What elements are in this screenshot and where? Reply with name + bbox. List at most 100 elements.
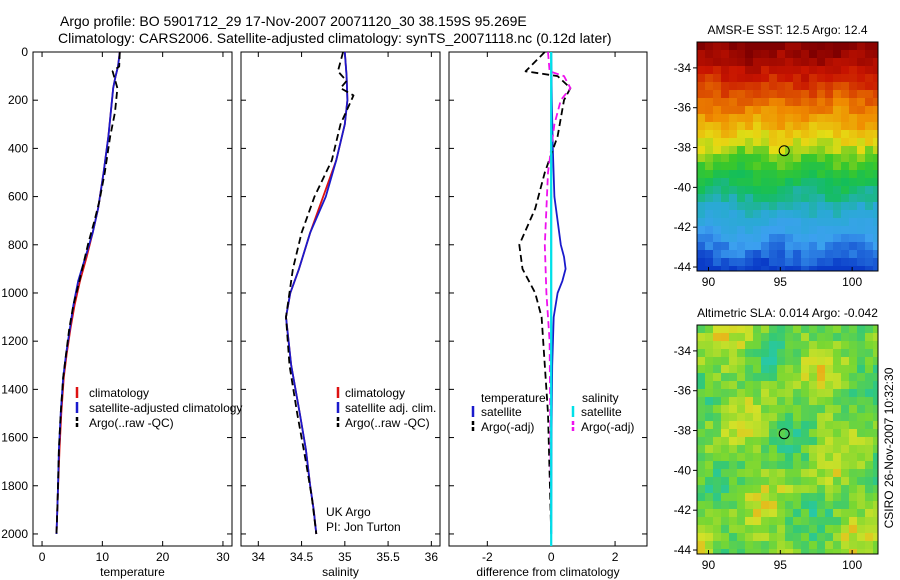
sst_map-heatmap-cell bbox=[809, 114, 817, 122]
sst_map-heatmap-cell bbox=[817, 130, 825, 138]
sla_map-heatmap-cell bbox=[809, 461, 817, 469]
sla_map-heatmap-cell bbox=[753, 453, 761, 461]
sst_map-heatmap-cell bbox=[793, 178, 801, 186]
sst_map-heatmap-cell bbox=[841, 74, 849, 82]
sst_map-heatmap-cell bbox=[737, 106, 745, 114]
sst_map-heatmap-cell bbox=[873, 202, 878, 210]
sla_map-heatmap-cell bbox=[721, 413, 729, 421]
sla_map-heatmap-cell bbox=[841, 325, 849, 333]
sla_map-heatmap-cell bbox=[737, 477, 745, 485]
sst_map-heatmap-cell bbox=[865, 90, 873, 98]
sst_map-heatmap-cell bbox=[697, 50, 705, 58]
sla_map-heatmap-cell bbox=[721, 461, 729, 469]
sst_map-heatmap-cell bbox=[745, 218, 753, 226]
sla_map-heatmap-cell bbox=[769, 389, 777, 397]
sst_map-heatmap-cell bbox=[785, 154, 793, 162]
sla_map-heatmap-cell bbox=[721, 389, 729, 397]
sst_map-heatmap-cell bbox=[809, 98, 817, 106]
sla_map-heatmap-cell bbox=[761, 493, 769, 501]
sst_map-heatmap-cell bbox=[825, 170, 833, 178]
sst_map-heatmap-cell bbox=[785, 170, 793, 178]
sla_map-heatmap-cell bbox=[849, 413, 857, 421]
sla_map-heatmap-cell bbox=[857, 517, 865, 525]
sst_map-heatmap-cell bbox=[769, 186, 777, 194]
sst_map-heatmap-cell bbox=[713, 202, 721, 210]
sst_map-heatmap-cell bbox=[705, 138, 713, 146]
sst_map-heatmap-cell bbox=[817, 98, 825, 106]
sla_map-heatmap-cell bbox=[833, 365, 841, 373]
sla_map-heatmap-cell bbox=[761, 501, 769, 509]
sla_map-heatmap-cell bbox=[841, 461, 849, 469]
sla_map-heatmap-cell bbox=[857, 325, 865, 333]
sst_map-heatmap-cell bbox=[745, 82, 753, 90]
sla_map-heatmap-cell bbox=[833, 461, 841, 469]
sla_map-heatmap-cell bbox=[809, 389, 817, 397]
sst_map-heatmap-cell bbox=[753, 162, 761, 170]
sla_map-heatmap-cell bbox=[865, 397, 873, 405]
sla_map-heatmap-cell bbox=[817, 485, 825, 493]
sst_map-heatmap-cell bbox=[809, 106, 817, 114]
sst_map-heatmap-cell bbox=[833, 146, 841, 154]
sla_map-heatmap-cell bbox=[825, 541, 833, 549]
sst_map-heatmap-cell bbox=[737, 202, 745, 210]
sst_map-heatmap-cell bbox=[817, 250, 825, 258]
sla_map-heatmap-cell bbox=[729, 549, 737, 554]
sla_map-heatmap-cell bbox=[745, 405, 753, 413]
sla_map-heatmap-cell bbox=[697, 477, 705, 485]
sla_map-heatmap-cell bbox=[745, 501, 753, 509]
sst_map-heatmap-cell bbox=[745, 114, 753, 122]
sst_map-heatmap-cell bbox=[737, 258, 745, 266]
sst_map-heatmap-cell bbox=[705, 42, 713, 50]
sst_map-heatmap-cell bbox=[761, 130, 769, 138]
sla_map-heatmap-cell bbox=[777, 469, 785, 477]
sst_map-heatmap-cell bbox=[793, 90, 801, 98]
sla_map-heatmap-cell bbox=[809, 453, 817, 461]
sst_map-heatmap-cell bbox=[785, 194, 793, 202]
sla_map-heatmap-cell bbox=[817, 533, 825, 541]
sla_map-heatmap-cell bbox=[697, 533, 705, 541]
sst_map-heatmap-cell bbox=[833, 162, 841, 170]
sla_map-heatmap-cell bbox=[737, 357, 745, 365]
sst_map-heatmap-cell bbox=[777, 170, 785, 178]
sla_map-heatmap-cell bbox=[721, 477, 729, 485]
sst_map-heatmap-cell bbox=[713, 90, 721, 98]
sla_map-heatmap-cell bbox=[849, 549, 857, 554]
sla_map-heatmap-cell bbox=[737, 405, 745, 413]
sst_map-heatmap-cell bbox=[777, 226, 785, 234]
sst_map-heatmap-cell bbox=[769, 66, 777, 74]
sla_map-heatmap-cell bbox=[849, 373, 857, 381]
sst_map-heatmap-cell bbox=[761, 58, 769, 66]
sla_map-heatmap-cell bbox=[769, 477, 777, 485]
sla_map-heatmap-cell bbox=[785, 501, 793, 509]
sst_map-heatmap-cell bbox=[841, 202, 849, 210]
sst_map-heatmap-cell bbox=[737, 186, 745, 194]
sla_map-heatmap-cell bbox=[833, 445, 841, 453]
sla_map-y-tick-label: -38 bbox=[674, 424, 692, 438]
sla_map-heatmap-cell bbox=[729, 381, 737, 389]
sla_map-heatmap-cell bbox=[865, 349, 873, 357]
sst_map-heatmap-cell bbox=[817, 66, 825, 74]
sla_map-heatmap-cell bbox=[849, 397, 857, 405]
sst_map-heatmap-cell bbox=[865, 106, 873, 114]
sst_map-heatmap-cell bbox=[745, 138, 753, 146]
sst_map-heatmap-cell bbox=[841, 258, 849, 266]
sst_map-heatmap-cell bbox=[721, 226, 729, 234]
sst_map-heatmap-cell bbox=[769, 162, 777, 170]
sst_map-heatmap-cell bbox=[737, 122, 745, 130]
sla_map-heatmap-cell bbox=[793, 461, 801, 469]
sla_map-heatmap-cell bbox=[705, 381, 713, 389]
sla_map-heatmap-cell bbox=[713, 421, 721, 429]
sla_map-heatmap-cell bbox=[857, 357, 865, 365]
sla_map-heatmap-cell bbox=[705, 453, 713, 461]
temperature-y-tick-label: 400 bbox=[8, 141, 28, 155]
sla_map-heatmap-cell bbox=[705, 469, 713, 477]
sla_map-heatmap-cell bbox=[777, 421, 785, 429]
sst_map-heatmap-cell bbox=[761, 114, 769, 122]
temperature-series-line-1 bbox=[55, 51, 121, 535]
sla_map-heatmap-cell bbox=[737, 349, 745, 357]
sst_map-heatmap-cell bbox=[737, 162, 745, 170]
sst_map-heatmap-cell bbox=[697, 106, 705, 114]
sst_map-heatmap-cell bbox=[849, 170, 857, 178]
sla_map-heatmap-cell bbox=[865, 413, 873, 421]
sla_map-heatmap-cell bbox=[833, 429, 841, 437]
